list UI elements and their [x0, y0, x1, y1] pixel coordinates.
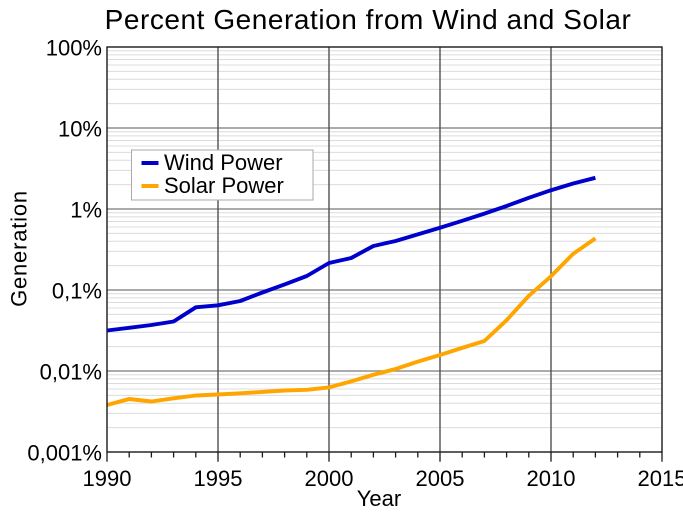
svg-text:2015: 2015: [638, 466, 683, 491]
svg-text:0,1%: 0,1%: [52, 278, 102, 303]
svg-text:0,01%: 0,01%: [40, 359, 102, 384]
svg-text:2005: 2005: [416, 466, 465, 491]
svg-text:2010: 2010: [527, 466, 576, 491]
svg-text:0,001%: 0,001%: [27, 440, 102, 465]
svg-text:Year: Year: [357, 486, 401, 511]
svg-text:1995: 1995: [194, 466, 243, 491]
svg-text:Solar Power: Solar Power: [164, 173, 284, 198]
svg-text:2000: 2000: [305, 466, 354, 491]
svg-text:100%: 100%: [46, 35, 102, 60]
svg-text:Generation: Generation: [7, 190, 32, 307]
svg-text:Wind Power: Wind Power: [164, 150, 283, 175]
svg-text:1%: 1%: [70, 197, 102, 222]
svg-text:10%: 10%: [58, 116, 102, 141]
svg-text:1990: 1990: [83, 466, 132, 491]
svg-text:Percent Generation from Wind a: Percent Generation from Wind and Solar: [105, 4, 632, 35]
